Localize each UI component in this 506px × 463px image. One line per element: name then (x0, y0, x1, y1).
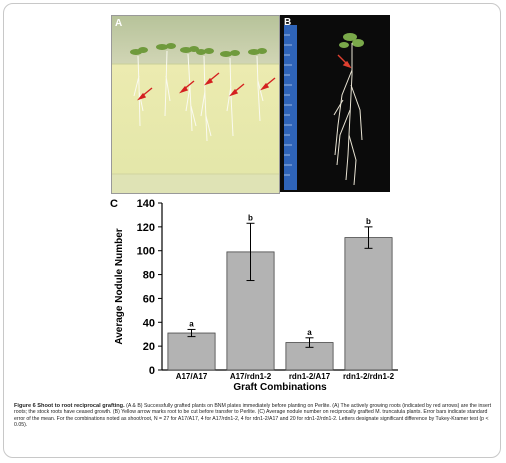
y-tick-label: 60 (143, 293, 155, 305)
y-tick-label: 20 (143, 341, 155, 353)
category-label: A17/rdn1-2 (230, 372, 272, 381)
bar (344, 237, 393, 371)
category-label: rdn1-2/rdn1-2 (343, 372, 395, 381)
y-axis-label: Average Nodule Number (114, 228, 125, 344)
y-tick-label: 40 (143, 317, 155, 329)
significance-letter: b (366, 217, 371, 226)
figure-frame (3, 3, 501, 458)
y-tick-label: 120 (137, 222, 155, 234)
panel-c-chart: C Average Nodule Number Graft Combinatio… (108, 195, 408, 393)
significance-letter: a (307, 328, 312, 337)
category-label: A17/A17 (176, 372, 208, 381)
agar-plate-image (112, 16, 279, 193)
figure-caption: Figure 6 Shoot to root reciprocal grafti… (14, 403, 494, 428)
category-label: rdn1-2/A17 (289, 372, 331, 381)
nodule-bar-chart: C Average Nodule Number Graft Combinatio… (110, 198, 398, 393)
y-tick-label: 80 (143, 270, 155, 282)
bar (167, 332, 216, 371)
significance-letter: a (189, 319, 194, 328)
grafted-plant-image (280, 15, 390, 192)
y-tick-label: 0 (149, 365, 155, 377)
panel-c-label: C (110, 198, 118, 210)
panel-b-photo: B (280, 15, 390, 192)
y-tick-label: 100 (137, 246, 155, 258)
significance-letter: b (248, 213, 253, 222)
caption-title: Figure 6 Shoot to root reciprocal grafti… (14, 403, 125, 409)
y-tick-label: 140 (137, 198, 155, 210)
panel-a-photo: A (111, 15, 280, 194)
panel-a-label: A (115, 18, 123, 29)
x-axis-label: Graft Combinations (233, 382, 327, 390)
caption-text: (A & B) Successfully grafted plants on B… (14, 403, 492, 428)
panel-b-label: B (284, 17, 292, 28)
